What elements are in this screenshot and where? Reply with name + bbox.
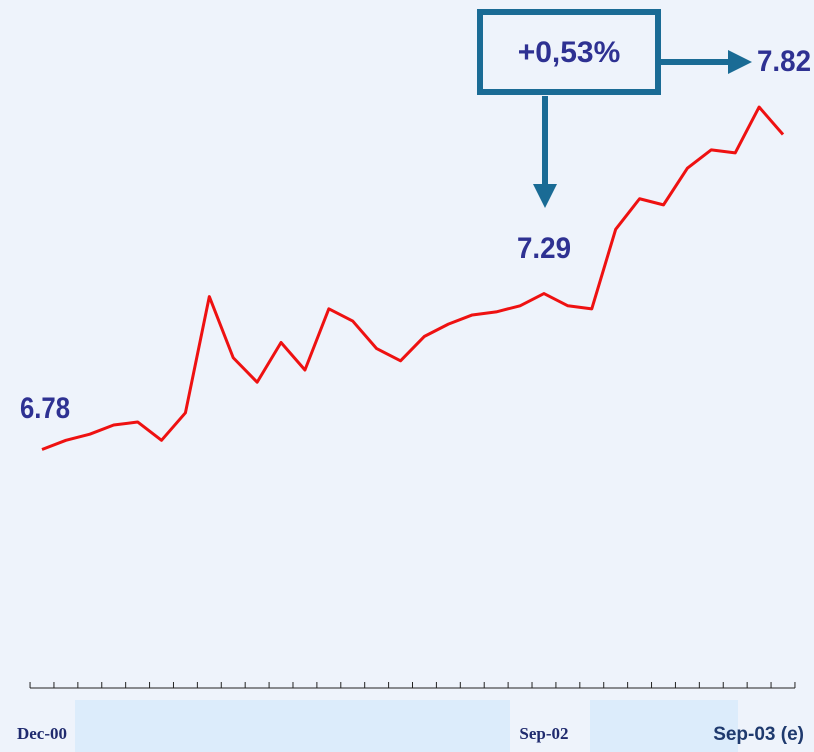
label-panel xyxy=(75,700,510,752)
x-tick-label: Dec-00 xyxy=(17,724,67,743)
start-label: 6.78 xyxy=(20,392,70,425)
label-panel xyxy=(590,700,738,752)
change-label: +0,53% xyxy=(518,36,621,69)
data-line xyxy=(41,105,785,451)
end-label: 7.82 xyxy=(757,45,811,78)
x-tick-label: Sep-02 xyxy=(519,724,568,743)
mid-label: 7.29 xyxy=(517,232,571,265)
x-tick-label: Sep-03 (e) xyxy=(713,724,804,745)
change-box xyxy=(477,9,661,95)
